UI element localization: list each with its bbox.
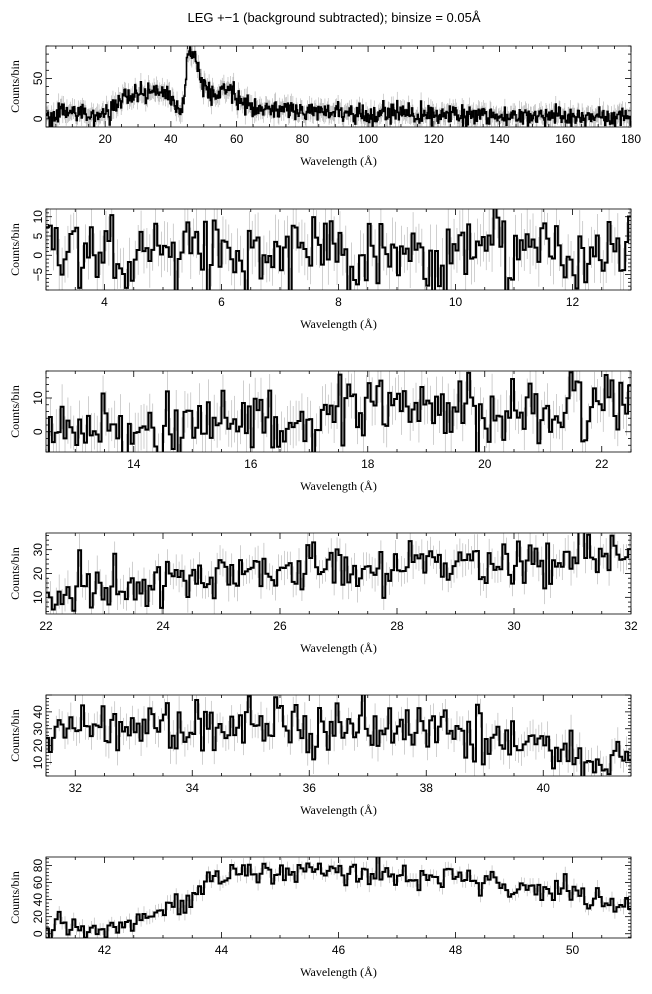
x-axis-label: Wavelength (Å) xyxy=(300,641,377,655)
x-tick-label: 32 xyxy=(69,781,83,795)
x-tick-label: 20 xyxy=(478,457,492,471)
x-tick-label: 22 xyxy=(595,457,609,471)
series-line xyxy=(46,857,631,938)
x-tick-label: 42 xyxy=(98,943,112,957)
x-tick-label: 140 xyxy=(490,132,510,146)
x-tick-label: 30 xyxy=(507,619,521,633)
series-group xyxy=(46,209,631,290)
panel-5: 32 34 36 38 40 10 20 30 40 Wavelength (Å) Counts/b… xyxy=(8,694,632,817)
y-axis-label: Counts/bin xyxy=(8,709,22,762)
x-tick-label: 32 xyxy=(624,619,638,633)
y-axis-label: Counts/bin xyxy=(8,385,22,438)
x-tick-label: 120 xyxy=(424,132,444,146)
y-tick-label: 20 xyxy=(31,739,45,753)
y-tick-label: 10 xyxy=(31,210,45,224)
y-tick-label: 0 xyxy=(31,428,45,435)
y-axis-label: Counts/bin xyxy=(8,223,22,276)
error-bars xyxy=(47,533,630,614)
figure-title: LEG +−1 (background subtracted); binsize… xyxy=(187,10,480,25)
x-tick-label: 28 xyxy=(390,619,404,633)
x-tick-label: 40 xyxy=(537,781,551,795)
series-line xyxy=(46,533,631,612)
y-tick-label: 60 xyxy=(31,876,45,890)
series-group xyxy=(46,857,631,938)
x-tick-label: 14 xyxy=(127,457,141,471)
x-tick-label: 16 xyxy=(244,457,258,471)
x-tick-label: 48 xyxy=(449,943,463,957)
y-tick-label: −5 xyxy=(31,267,45,281)
y-tick-label: 10 xyxy=(31,590,45,604)
y-tick-label: 40 xyxy=(31,893,45,907)
panel-1: 20 40 60 80 100 120 140 160 180 0 50 Wavelength (Å)… xyxy=(8,45,641,168)
y-tick-label: 0 xyxy=(31,115,45,122)
x-tick-label: 36 xyxy=(303,781,317,795)
x-axis-label: Wavelength (Å) xyxy=(300,479,377,493)
panel-2: 4 6 8 10 12 −5 0 5 10 Wavelength (Å) Counts/bin xyxy=(8,208,632,331)
y-tick-label: 50 xyxy=(31,71,45,85)
series-group xyxy=(46,533,631,614)
y-tick-label: 30 xyxy=(31,722,45,736)
x-tick-label: 20 xyxy=(98,132,112,146)
x-tick-label: 50 xyxy=(566,943,580,957)
error-bars xyxy=(47,857,630,938)
x-tick-label: 80 xyxy=(296,132,310,146)
x-tick-label: 38 xyxy=(420,781,434,795)
y-tick-label: 10 xyxy=(31,391,45,405)
x-tick-label: 4 xyxy=(101,295,108,309)
x-axis-label: Wavelength (Å) xyxy=(300,803,377,817)
series-line xyxy=(46,46,631,127)
series-group xyxy=(46,695,631,776)
x-tick-label: 6 xyxy=(218,295,225,309)
x-tick-label: 44 xyxy=(215,943,229,957)
x-axis-label: Wavelength (Å) xyxy=(300,154,377,168)
series-line xyxy=(46,695,631,776)
panel-3: 14 16 18 20 22 0 10 Wavelength (Å) Counts/bin xyxy=(8,370,632,493)
y-tick-label: 80 xyxy=(31,859,45,873)
x-axis-label: Wavelength (Å) xyxy=(300,317,377,331)
x-tick-label: 60 xyxy=(230,132,244,146)
series-group xyxy=(46,371,631,452)
y-tick-label: 20 xyxy=(31,567,45,581)
y-axis-label: Counts/bin xyxy=(8,547,22,600)
y-tick-label: 0 xyxy=(31,252,45,259)
x-tick-label: 40 xyxy=(164,132,178,146)
x-tick-label: 10 xyxy=(449,295,463,309)
y-axis-label: Counts/bin xyxy=(8,60,22,113)
x-tick-label: 22 xyxy=(39,619,53,633)
x-tick-label: 26 xyxy=(273,619,287,633)
y-tick-label: 30 xyxy=(31,543,45,557)
x-tick-label: 18 xyxy=(361,457,375,471)
y-tick-label: 5 xyxy=(31,232,45,239)
series-line xyxy=(46,371,631,452)
x-tick-label: 160 xyxy=(555,132,575,146)
y-axis-label: Counts/bin xyxy=(8,871,22,924)
panel-6: 42 44 46 48 50 0 20 40 60 80 Wavelength (Å) Counts/… xyxy=(8,856,632,979)
y-tick-label: 20 xyxy=(31,910,45,924)
x-tick-label: 100 xyxy=(358,132,378,146)
series-group xyxy=(46,46,631,127)
y-tick-label: 10 xyxy=(31,756,45,770)
panel-4: 22 24 26 28 30 32 10 20 30 Wavelength (Å) Counts/b… xyxy=(8,532,638,655)
series-line xyxy=(46,209,631,290)
y-tick-label: 40 xyxy=(31,705,45,719)
x-tick-label: 34 xyxy=(186,781,200,795)
x-tick-label: 180 xyxy=(621,132,641,146)
x-tick-label: 24 xyxy=(156,619,170,633)
x-axis-label: Wavelength (Å) xyxy=(300,965,377,979)
y-tick-label: 0 xyxy=(31,930,45,937)
x-tick-label: 46 xyxy=(332,943,346,957)
x-tick-label: 12 xyxy=(566,295,580,309)
x-tick-label: 8 xyxy=(335,295,342,309)
